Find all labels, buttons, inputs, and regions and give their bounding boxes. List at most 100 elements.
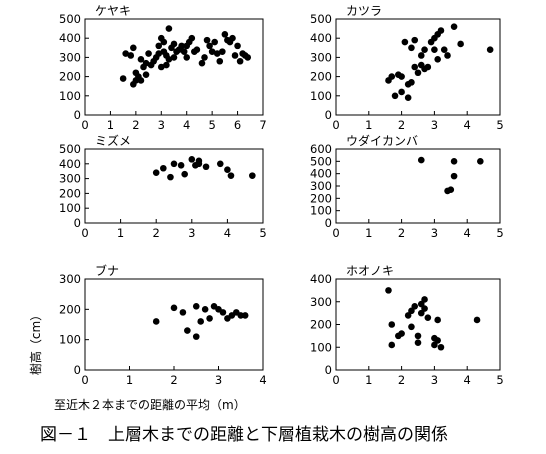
data-point [408,323,415,331]
data-point [155,50,163,57]
data-point [241,312,249,319]
data-point [167,173,174,181]
x-tick-label: 0 [81,118,88,132]
x-tick-label: 3 [188,226,195,240]
data-point [385,287,392,294]
data-point [195,157,203,165]
scatter-panel: 0 1 2 3 4 5 6 7 0 100 200 300 400 500 ケヤキ [59,4,267,132]
data-point [414,332,422,340]
data-point [179,309,187,316]
y-tick-label: 100 [310,340,332,354]
data-point [170,304,178,312]
data-point [206,42,213,50]
data-point [127,52,135,59]
scatter-panel: 0 1 2 3 4 5 0 100 200 300 400 ホオノキ [310,264,504,387]
data-point [188,34,196,42]
data-point [434,337,441,344]
x-tick-label: 3 [431,118,438,132]
data-point [440,46,448,54]
x-tick-label: 1 [365,373,372,387]
x-tick-label: 0 [332,373,339,387]
panel-title: カツラ [346,4,382,18]
plot-frame [335,18,501,116]
y-tick-label: 200 [310,191,332,205]
data-point [434,56,441,63]
data-point [130,44,137,52]
data-point [192,333,200,340]
x-tick-label: 2 [170,373,177,387]
data-point [424,63,432,71]
data-point [244,54,252,61]
data-point [170,160,178,168]
plot-frame [84,18,264,116]
y-tick-label: 500 [59,142,81,156]
y-axis-title: 樹高（cm） [28,309,43,375]
y-tick-label: 0 [74,216,81,230]
data-point [165,56,173,63]
x-tick-label: 4 [224,226,231,240]
x-tick-label: 0 [81,226,88,240]
y-tick-label: 200 [59,302,81,316]
y-tick-label: 300 [59,172,81,186]
data-point [417,52,425,59]
data-point [184,327,191,334]
data-point [398,88,405,96]
panel-title: ウダイカンバ [346,133,418,148]
y-tick-label: 400 [310,272,332,286]
plot-frame [84,148,264,224]
data-point [424,314,432,321]
data-point [444,52,451,59]
y-tick-label: 100 [310,89,332,103]
y-tick-label: 500 [59,12,81,26]
data-point [457,40,464,48]
x-tick-label: 2 [398,226,405,240]
x-tick-label: 2 [153,226,160,240]
data-point [160,164,167,172]
x-tick-label: 5 [496,226,503,240]
data-point [178,42,185,50]
data-point [434,316,441,324]
data-point [437,27,445,34]
data-point [447,186,455,193]
data-point [404,312,412,319]
y-tick-label: 300 [310,295,332,309]
data-point [229,34,236,42]
x-tick-label: 5 [496,373,503,387]
x-tick-label: 1 [117,226,124,240]
data-point [203,36,211,44]
x-tick-label: 5 [496,118,503,132]
y-tick-label: 400 [310,167,332,181]
data-point [188,156,196,163]
y-tick-label: 200 [310,70,332,84]
data-point [398,73,405,80]
y-tick-label: 100 [59,89,81,103]
data-point [119,75,127,82]
data-point [411,303,419,310]
data-point [249,172,256,179]
data-point [122,50,129,57]
data-point [408,44,415,52]
x-tick-label: 1 [365,226,372,240]
x-tick-label: 3 [158,118,165,132]
data-point [216,160,224,168]
data-point [388,341,396,349]
x-tick-label: 3 [431,373,438,387]
data-point [421,46,428,54]
x-tick-label: 2 [398,118,405,132]
data-point [165,25,173,32]
data-point [157,63,165,71]
y-tick-label: 0 [325,216,332,230]
data-point [486,46,494,54]
data-point [192,303,200,310]
y-tick-label: 100 [59,201,81,215]
data-point [213,50,221,57]
y-tick-label: 300 [310,50,332,64]
data-point [437,343,445,351]
data-point [411,36,419,44]
x-tick-label: 3 [215,373,222,387]
x-tick-label: 7 [259,118,266,132]
data-point [450,158,458,165]
data-point [198,59,206,67]
data-point [160,38,168,46]
